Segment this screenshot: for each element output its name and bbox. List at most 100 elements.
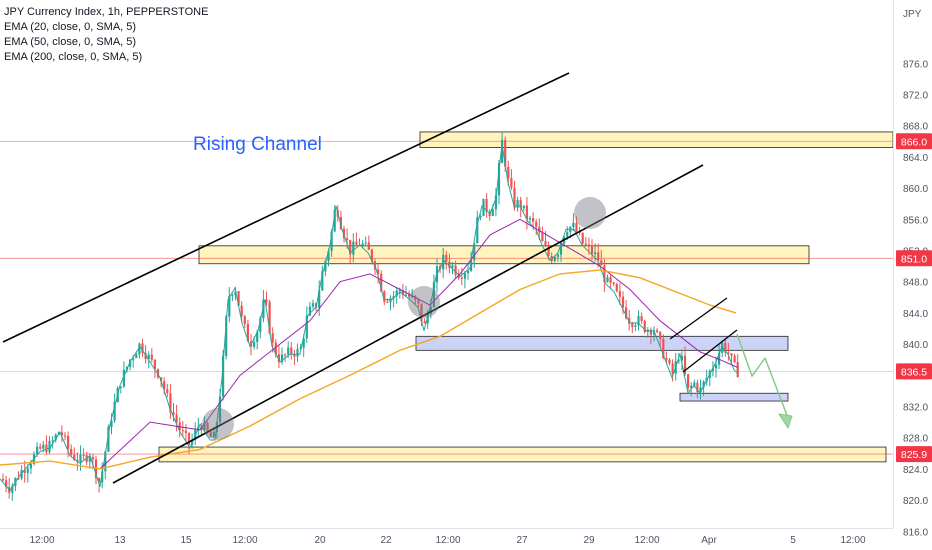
candle-body bbox=[541, 232, 544, 242]
candle-body bbox=[187, 432, 191, 445]
zone-support-blue-lower bbox=[679, 392, 789, 402]
candle-body bbox=[513, 187, 516, 208]
candle-body bbox=[339, 216, 342, 230]
candle-body bbox=[271, 333, 274, 343]
candle-body bbox=[349, 239, 352, 255]
projection-arrow-head bbox=[777, 413, 793, 430]
candle-body bbox=[408, 294, 411, 297]
candle-body bbox=[380, 273, 383, 292]
candle-body bbox=[361, 243, 364, 246]
candle-body bbox=[420, 303, 423, 322]
price-label-box bbox=[896, 446, 932, 463]
candle-body bbox=[690, 385, 693, 388]
candle-body bbox=[175, 414, 178, 423]
candle-body bbox=[730, 353, 733, 356]
candle-body bbox=[631, 323, 634, 327]
candle-body bbox=[497, 162, 501, 196]
legend-ema50: EMA (50, close, 0, SMA, 5) bbox=[4, 36, 137, 48]
candle-body bbox=[330, 231, 333, 251]
time-tick-label: 12:00 bbox=[232, 535, 257, 546]
candle-body bbox=[60, 432, 63, 436]
candle-body bbox=[637, 316, 640, 326]
candle-body bbox=[333, 210, 336, 232]
price-tick-label: 840.0 bbox=[903, 340, 928, 351]
time-tick-label: 12:00 bbox=[435, 535, 460, 546]
ema200-line bbox=[0, 269, 737, 470]
candle-body bbox=[668, 359, 671, 364]
price-tick-label: 816.0 bbox=[903, 527, 928, 538]
candle-body bbox=[649, 329, 652, 335]
candle-body bbox=[299, 347, 302, 349]
price-tick-label: 872.0 bbox=[903, 91, 928, 102]
candle-body bbox=[156, 369, 160, 378]
candle-body bbox=[42, 444, 45, 449]
candle-body bbox=[463, 273, 466, 279]
projection-path bbox=[736, 333, 766, 378]
price-label-box bbox=[896, 363, 932, 380]
candle-body bbox=[398, 290, 401, 292]
candle-body bbox=[386, 301, 389, 303]
candle-body bbox=[268, 301, 271, 334]
candle-body bbox=[1, 479, 5, 481]
candle-body bbox=[426, 314, 429, 324]
price-tick-label: 876.0 bbox=[903, 59, 928, 70]
time-tick-label: 22 bbox=[380, 535, 392, 546]
candle-body bbox=[237, 291, 240, 306]
candle-body bbox=[662, 338, 665, 359]
candle-body bbox=[259, 318, 262, 332]
candle-body bbox=[590, 245, 594, 255]
candle-body bbox=[383, 291, 386, 302]
candle-body bbox=[432, 282, 435, 307]
currency-label: JPY bbox=[903, 9, 922, 20]
candle-body bbox=[63, 435, 67, 437]
zone-resistance-mid bbox=[198, 245, 810, 265]
candle-body bbox=[702, 381, 705, 388]
candle-body bbox=[160, 377, 163, 382]
time-tick-label: 20 bbox=[314, 535, 326, 546]
candle-body bbox=[528, 218, 532, 220]
candle-body bbox=[711, 368, 714, 371]
candle-body bbox=[538, 226, 541, 233]
price-tick-label: 832.0 bbox=[903, 403, 928, 414]
price-label-text: 825.9 bbox=[901, 449, 927, 461]
flag-lower-line bbox=[682, 329, 738, 373]
candle-body bbox=[246, 323, 249, 342]
candle-body bbox=[253, 341, 256, 347]
price-tick-label: 864.0 bbox=[903, 153, 928, 164]
candle-body bbox=[494, 195, 497, 210]
candle-body bbox=[457, 274, 460, 278]
candle-body bbox=[274, 342, 277, 355]
candle-body bbox=[671, 363, 674, 374]
candle-body bbox=[147, 354, 150, 359]
candle-body bbox=[243, 316, 246, 324]
candle-body bbox=[364, 242, 367, 244]
candle-body bbox=[504, 139, 507, 167]
candle-body bbox=[212, 431, 215, 438]
candle-body bbox=[652, 330, 656, 335]
candle-body bbox=[525, 205, 528, 220]
candle-body bbox=[733, 355, 736, 363]
price-label-text: 836.5 bbox=[901, 366, 927, 378]
candle-body bbox=[507, 166, 510, 179]
candle-body bbox=[17, 478, 20, 480]
candle-body bbox=[51, 440, 54, 442]
candle-body bbox=[612, 282, 615, 284]
candle-body bbox=[293, 353, 296, 357]
candle-body bbox=[153, 359, 156, 370]
candle-body bbox=[129, 359, 132, 367]
candle-body bbox=[584, 243, 587, 245]
touch-point-circle bbox=[202, 408, 234, 440]
candle-body bbox=[135, 354, 138, 359]
price-tick-label: 820.0 bbox=[903, 496, 928, 507]
candle-body bbox=[184, 430, 187, 433]
time-tick-label: 15 bbox=[180, 535, 192, 546]
candle-body bbox=[91, 457, 94, 460]
candle-body bbox=[501, 139, 504, 163]
candle-body bbox=[342, 229, 346, 239]
candle-body bbox=[321, 271, 324, 291]
candle-body bbox=[491, 209, 494, 216]
candle-body bbox=[218, 396, 222, 423]
candle-body bbox=[107, 427, 110, 452]
touch-point-circle bbox=[408, 286, 440, 318]
